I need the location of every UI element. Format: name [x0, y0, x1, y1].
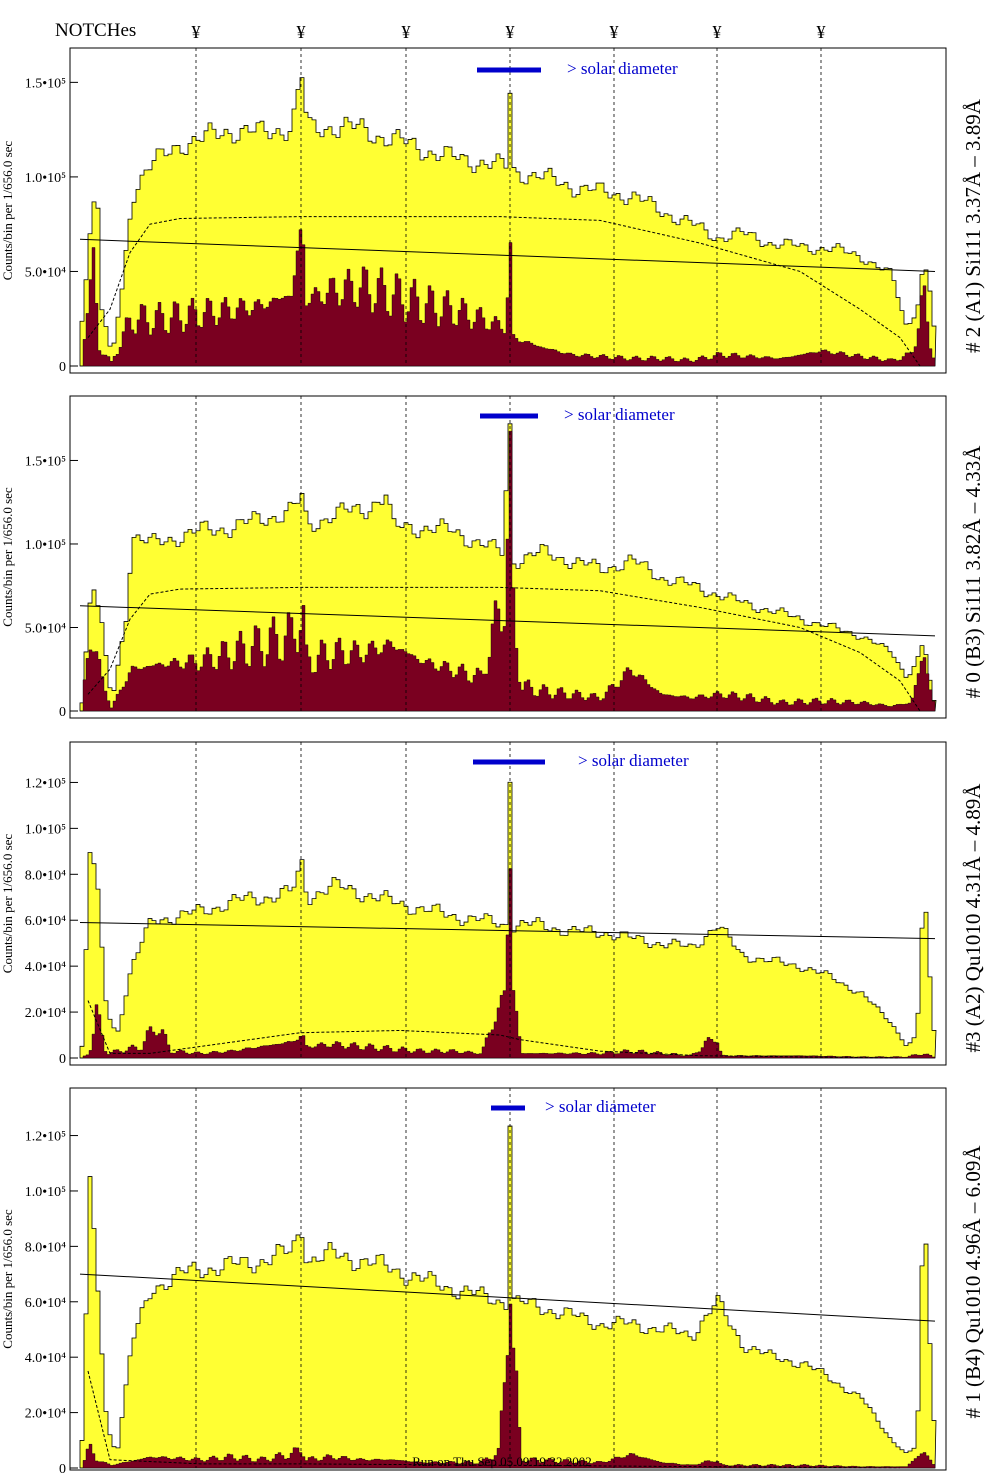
y-tick-label: 1.0•10⁵ [25, 822, 66, 837]
y-tick-label: 1.2•10⁵ [25, 776, 66, 791]
notch-marker-5: ¥ [610, 22, 619, 42]
y-tick-label: 1.5•10⁵ [25, 454, 66, 469]
y-axis-label: Counts/bin per 1/656.0 sec [0, 1209, 15, 1349]
y-tick-label: 1.0•10⁵ [25, 1185, 66, 1200]
dark-histogram [80, 229, 936, 367]
solar-diameter-annotation: > solar diameter [567, 59, 678, 78]
solar-diameter-annotation: > solar diameter [545, 1097, 656, 1116]
panel-3: 0 2.0•10⁴ 4.0•10⁴ 6.0•10⁴ 8.0•10⁴ 1.0•10⁵ 1.2•… [0, 741, 985, 1067]
notch-marker-4: ¥ [506, 22, 515, 42]
model-curve [87, 216, 921, 367]
panel-4: 0 2.0•10⁴ 4.0•10⁴ 6.0•10⁴ 8.0•10⁴ 1.0•10⁵ 1.2•… [0, 1087, 985, 1477]
y-tick-label: 4.0•10⁴ [25, 1351, 66, 1366]
solar-diameter-annotation: > solar diameter [578, 751, 689, 770]
y-axis-label: Counts/bin per 1/656.0 sec [0, 834, 15, 974]
yellow-histogram [79, 1125, 937, 1469]
y-tick-label: 4.0•10⁴ [25, 960, 66, 975]
dark-histogram [80, 430, 936, 712]
solar-diameter-annotation: > solar diameter [564, 405, 675, 424]
run-timestamp: Run on Thu Sep 05 09:19:32 2002 [412, 1454, 592, 1469]
panel-channel-label: # 1 (B4) Qu1010 4.96Å – 6.09Å [961, 1145, 985, 1419]
panel-channel-label: #3 (A2) Qu1010 4.31Å – 4.89Å [961, 783, 985, 1053]
y-tick-label: 2.0•10⁴ [25, 1407, 66, 1422]
model-curve [87, 586, 921, 712]
panel-1: 0 5.0•10⁴ 1.0•10⁵ 1.5•10⁵ Counts/bin per 1/6… [0, 47, 985, 375]
y-tick-label: 8.0•10⁴ [25, 1240, 66, 1255]
notch-marker-1: ¥ [192, 22, 201, 42]
y-tick-label: 5.0•10⁴ [25, 265, 66, 280]
y-tick-label: 0 [59, 1462, 66, 1477]
y-tick-label: 0 [59, 1052, 66, 1067]
panel-channel-label: # 0 (B3) Si111 3.82Å – 4.33Å [961, 445, 985, 699]
trend-line [79, 922, 936, 940]
yellow-histogram [79, 781, 937, 1059]
model-curve [87, 1370, 901, 1469]
dark-histogram [80, 1303, 936, 1469]
y-axis-label: Counts/bin per 1/656.0 sec [0, 487, 15, 627]
y-tick-label: 6.0•10⁴ [25, 1296, 66, 1311]
y-tick-label: 1.5•10⁵ [25, 76, 66, 91]
notch-marker-3: ¥ [402, 22, 411, 42]
dark-histogram [80, 868, 936, 1059]
trend-line [79, 605, 936, 637]
y-axis-label: Counts/bin per 1/656.0 sec [0, 141, 15, 281]
notch-marker-7: ¥ [817, 22, 826, 42]
y-tick-label: 1.0•10⁵ [25, 538, 66, 553]
y-tick-label: 1.2•10⁵ [25, 1130, 66, 1145]
y-tick-label: 5.0•10⁴ [25, 621, 66, 636]
trend-line [79, 238, 936, 272]
notches-title: NOTCHes [55, 20, 137, 41]
y-tick-label: 1.0•10⁵ [25, 171, 66, 186]
notch-marker-6: ¥ [713, 22, 722, 42]
y-tick-label: 0 [59, 705, 66, 720]
trend-line [79, 1273, 936, 1322]
y-tick-label: 0 [59, 360, 66, 375]
notch-marker-2: ¥ [297, 22, 306, 42]
panel-2: 0 5.0•10⁴ 1.0•10⁵ 1.5•10⁵ Counts/bin per 1/6… [0, 395, 985, 720]
y-tick-label: 8.0•10⁴ [25, 868, 66, 883]
y-tick-label: 2.0•10⁴ [25, 1006, 66, 1021]
panel-channel-label: # 2 (A1) Si111 3.37Å – 3.89Å [961, 98, 985, 353]
y-tick-label: 6.0•10⁴ [25, 914, 66, 929]
